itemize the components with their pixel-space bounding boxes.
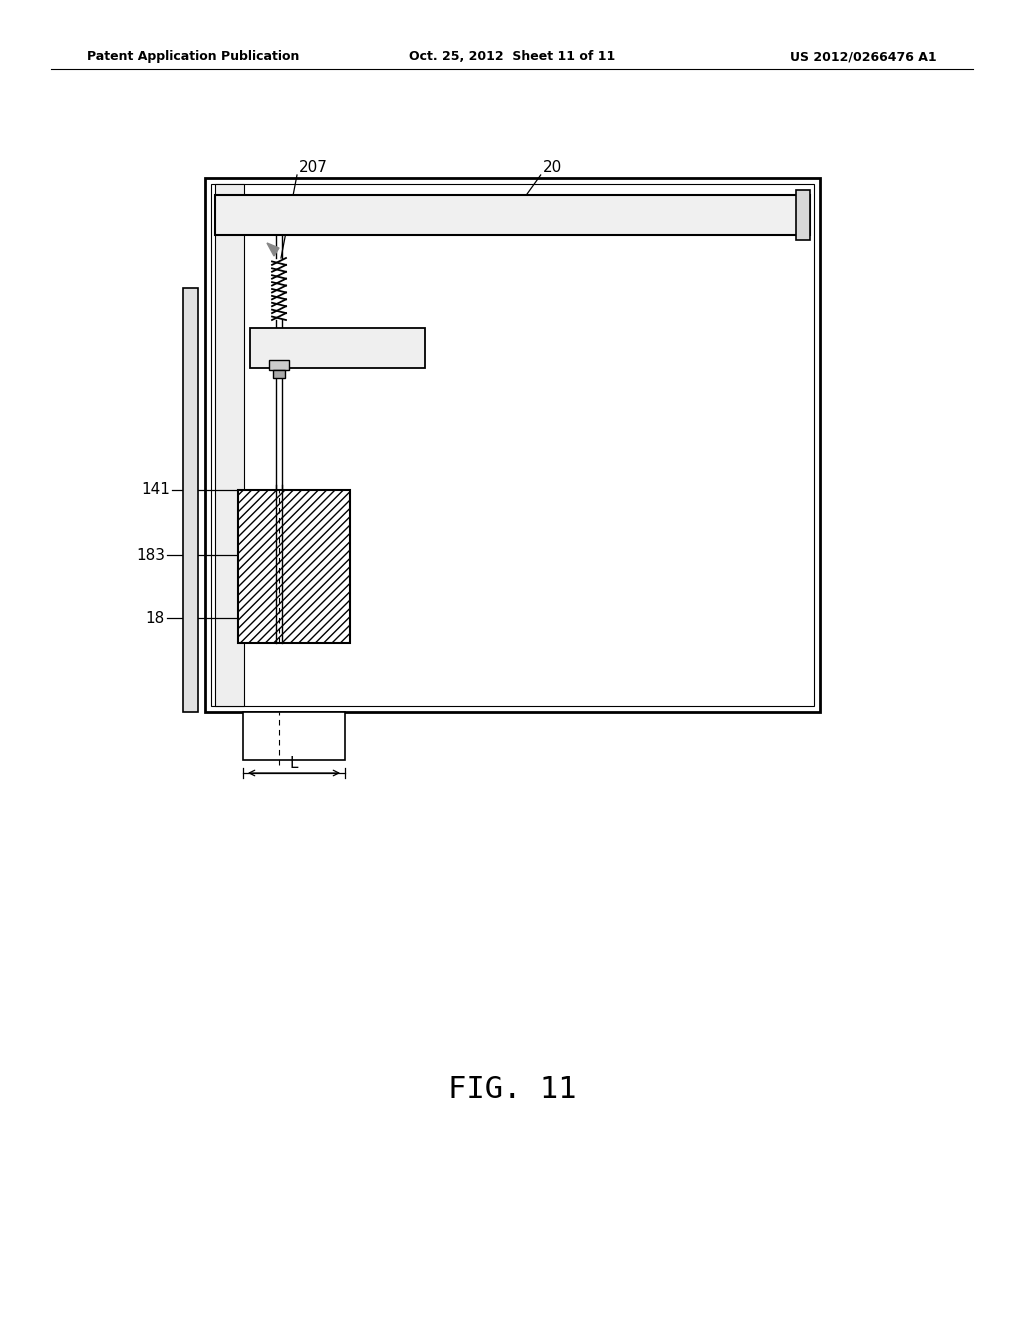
Text: Oct. 25, 2012  Sheet 11 of 11: Oct. 25, 2012 Sheet 11 of 11 [409,50,615,63]
Polygon shape [267,243,279,256]
Bar [269,360,289,370]
Bar [243,711,345,760]
Bar [211,183,814,706]
Text: Patent Application Publication: Patent Application Publication [87,50,299,63]
Text: 183: 183 [136,548,165,562]
Bar [205,178,820,711]
Text: 207: 207 [299,161,328,176]
Text: L: L [290,755,298,771]
Bar [250,327,425,368]
Text: 141: 141 [141,483,170,498]
Bar [183,288,198,711]
Bar [215,195,810,235]
Bar [796,190,810,240]
Text: FIG. 11: FIG. 11 [447,1074,577,1104]
Bar [238,490,350,643]
Text: 18: 18 [145,611,165,626]
Text: 20: 20 [543,161,562,176]
Bar [273,370,285,378]
Bar [215,183,244,706]
Text: US 2012/0266476 A1: US 2012/0266476 A1 [791,50,937,63]
